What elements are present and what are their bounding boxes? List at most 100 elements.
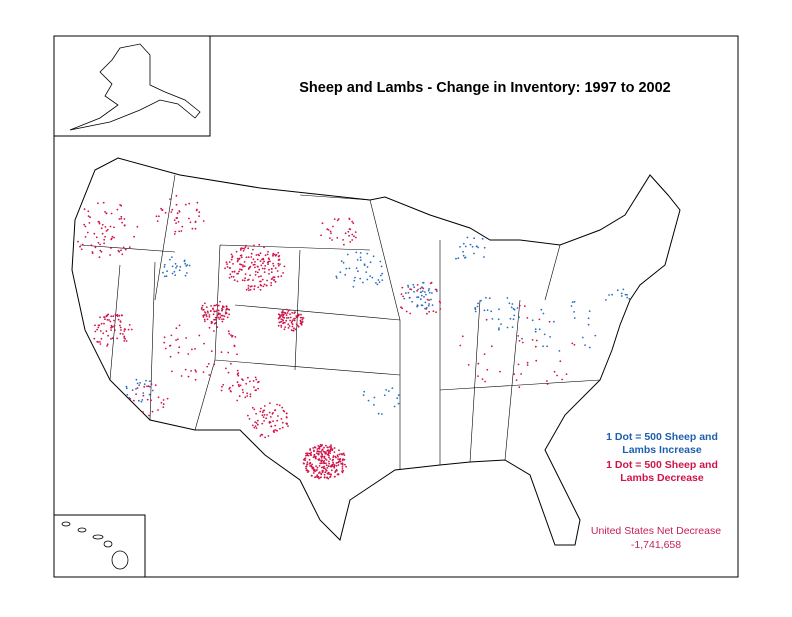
decrease-dot	[277, 262, 280, 265]
decrease-dot	[313, 450, 315, 453]
decrease-dot	[238, 270, 240, 273]
decrease-dot	[257, 387, 259, 390]
increase-dot	[481, 237, 484, 240]
decrease-dot	[97, 326, 100, 329]
increase-dot	[512, 318, 515, 321]
increase-dot	[486, 309, 489, 311]
decrease-dot	[97, 241, 100, 244]
decrease-dot	[226, 316, 229, 319]
increase-dot	[359, 252, 362, 254]
increase-dot	[473, 252, 475, 255]
decrease-dot	[109, 254, 111, 256]
decrease-dot	[238, 385, 241, 388]
decrease-dot	[257, 423, 259, 426]
decrease-dot	[323, 467, 325, 470]
decrease-dot	[261, 258, 263, 261]
decrease-dot	[263, 246, 265, 249]
decrease-dot	[161, 209, 164, 211]
increase-dot	[175, 267, 177, 269]
decrease-dot	[255, 378, 258, 381]
increase-dot	[163, 266, 166, 268]
decrease-dot	[402, 295, 404, 298]
decrease-dot	[258, 243, 261, 246]
decrease-dot	[401, 286, 404, 289]
increase-dot	[513, 314, 516, 317]
increase-dot	[462, 250, 464, 253]
decrease-dot	[118, 314, 121, 317]
decrease-dot	[330, 465, 333, 468]
decrease-dot	[272, 412, 274, 414]
decrease-dot	[336, 473, 339, 476]
decrease-dot	[276, 419, 279, 422]
decrease-dot	[107, 313, 110, 316]
decrease-dot	[328, 462, 330, 465]
increase-dot	[488, 297, 491, 300]
decrease-dot	[124, 248, 127, 251]
increase-dot	[359, 259, 362, 261]
decrease-dot	[164, 211, 167, 214]
increase-dot	[352, 285, 355, 288]
decrease-dot	[299, 316, 302, 319]
increase-dot	[369, 275, 371, 277]
decrease-dot	[93, 232, 96, 235]
decrease-dot	[231, 335, 233, 338]
decrease-dot	[104, 226, 107, 228]
decrease-dot	[100, 227, 103, 230]
decrease-dot	[262, 258, 265, 261]
increase-dot	[542, 312, 545, 315]
decrease-dot	[198, 215, 201, 218]
increase-dot	[381, 272, 384, 275]
decrease-dot	[328, 446, 331, 448]
decrease-dot	[317, 458, 320, 461]
decrease-dot	[518, 304, 521, 307]
decrease-dot	[173, 233, 176, 235]
decrease-dot	[264, 265, 267, 267]
decrease-dot	[99, 249, 102, 252]
increase-dot	[480, 299, 482, 302]
decrease-dot	[280, 326, 283, 328]
decrease-dot	[330, 232, 332, 235]
decrease-dot	[276, 270, 279, 272]
decrease-dot	[254, 425, 257, 427]
decrease-dot	[513, 373, 516, 375]
increase-dot	[413, 290, 415, 293]
increase-dot	[366, 266, 369, 268]
decrease-dot	[324, 471, 327, 474]
decrease-dot	[428, 310, 430, 313]
increase-dot	[381, 279, 384, 281]
decrease-dot	[257, 286, 260, 289]
increase-dot	[340, 260, 343, 263]
decrease-dot	[263, 267, 266, 270]
decrease-dot	[241, 378, 243, 381]
increase-dot	[142, 392, 145, 394]
decrease-dot	[219, 316, 222, 319]
increase-dot	[369, 261, 372, 264]
increase-dot	[455, 257, 457, 260]
decrease-dot	[247, 256, 250, 258]
decrease-dot	[279, 427, 281, 430]
decrease-dot	[225, 305, 228, 308]
increase-dot	[506, 326, 509, 329]
decrease-dot	[142, 411, 144, 413]
decrease-dot	[339, 460, 342, 463]
increase-dot	[483, 246, 486, 249]
decrease-dot	[323, 455, 326, 458]
decrease-dot	[301, 318, 304, 321]
increase-dot	[344, 273, 347, 276]
decrease-dot	[520, 373, 522, 375]
alaska-outline	[69, 43, 201, 131]
increase-dot	[412, 283, 415, 286]
decrease-dot	[210, 320, 213, 323]
decrease-dot	[277, 251, 280, 254]
decrease-dot	[191, 227, 194, 230]
decrease-dot	[238, 395, 241, 398]
decrease-dot	[253, 426, 256, 429]
decrease-dot	[531, 339, 534, 341]
decrease-dot	[439, 301, 442, 304]
decrease-dot	[303, 458, 305, 461]
decrease-dot	[222, 318, 225, 320]
decrease-dot	[287, 323, 290, 326]
decrease-dot	[103, 238, 106, 241]
decrease-dot	[206, 318, 209, 321]
decrease-dot	[162, 399, 165, 401]
